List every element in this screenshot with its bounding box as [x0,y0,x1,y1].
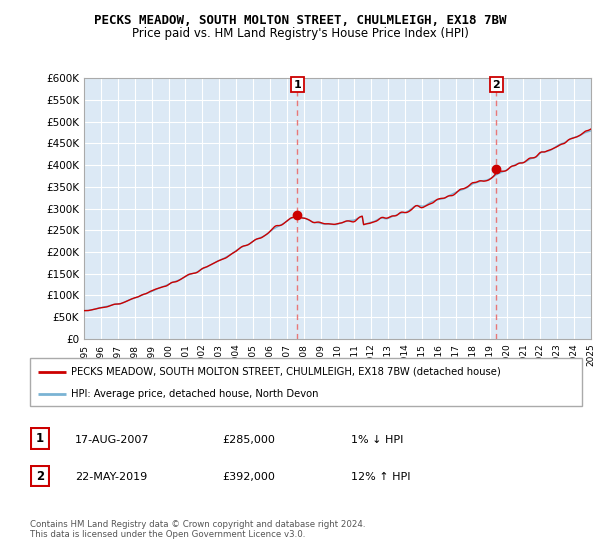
Text: Price paid vs. HM Land Registry's House Price Index (HPI): Price paid vs. HM Land Registry's House … [131,27,469,40]
FancyBboxPatch shape [31,428,49,449]
FancyBboxPatch shape [31,466,49,486]
Text: 22-MAY-2019: 22-MAY-2019 [75,472,147,482]
Text: 2: 2 [36,469,44,483]
Text: HPI: Average price, detached house, North Devon: HPI: Average price, detached house, Nort… [71,389,319,399]
FancyBboxPatch shape [30,358,582,406]
Text: £285,000: £285,000 [222,435,275,445]
Text: 1: 1 [36,432,44,445]
Text: £392,000: £392,000 [222,472,275,482]
Text: 17-AUG-2007: 17-AUG-2007 [75,435,149,445]
Text: 1: 1 [293,80,301,90]
Text: PECKS MEADOW, SOUTH MOLTON STREET, CHULMLEIGH, EX18 7BW (detached house): PECKS MEADOW, SOUTH MOLTON STREET, CHULM… [71,367,501,377]
Text: 12% ↑ HPI: 12% ↑ HPI [351,472,410,482]
Text: 1% ↓ HPI: 1% ↓ HPI [351,435,403,445]
Text: PECKS MEADOW, SOUTH MOLTON STREET, CHULMLEIGH, EX18 7BW: PECKS MEADOW, SOUTH MOLTON STREET, CHULM… [94,14,506,27]
Text: Contains HM Land Registry data © Crown copyright and database right 2024.
This d: Contains HM Land Registry data © Crown c… [30,520,365,539]
Text: 2: 2 [493,80,500,90]
